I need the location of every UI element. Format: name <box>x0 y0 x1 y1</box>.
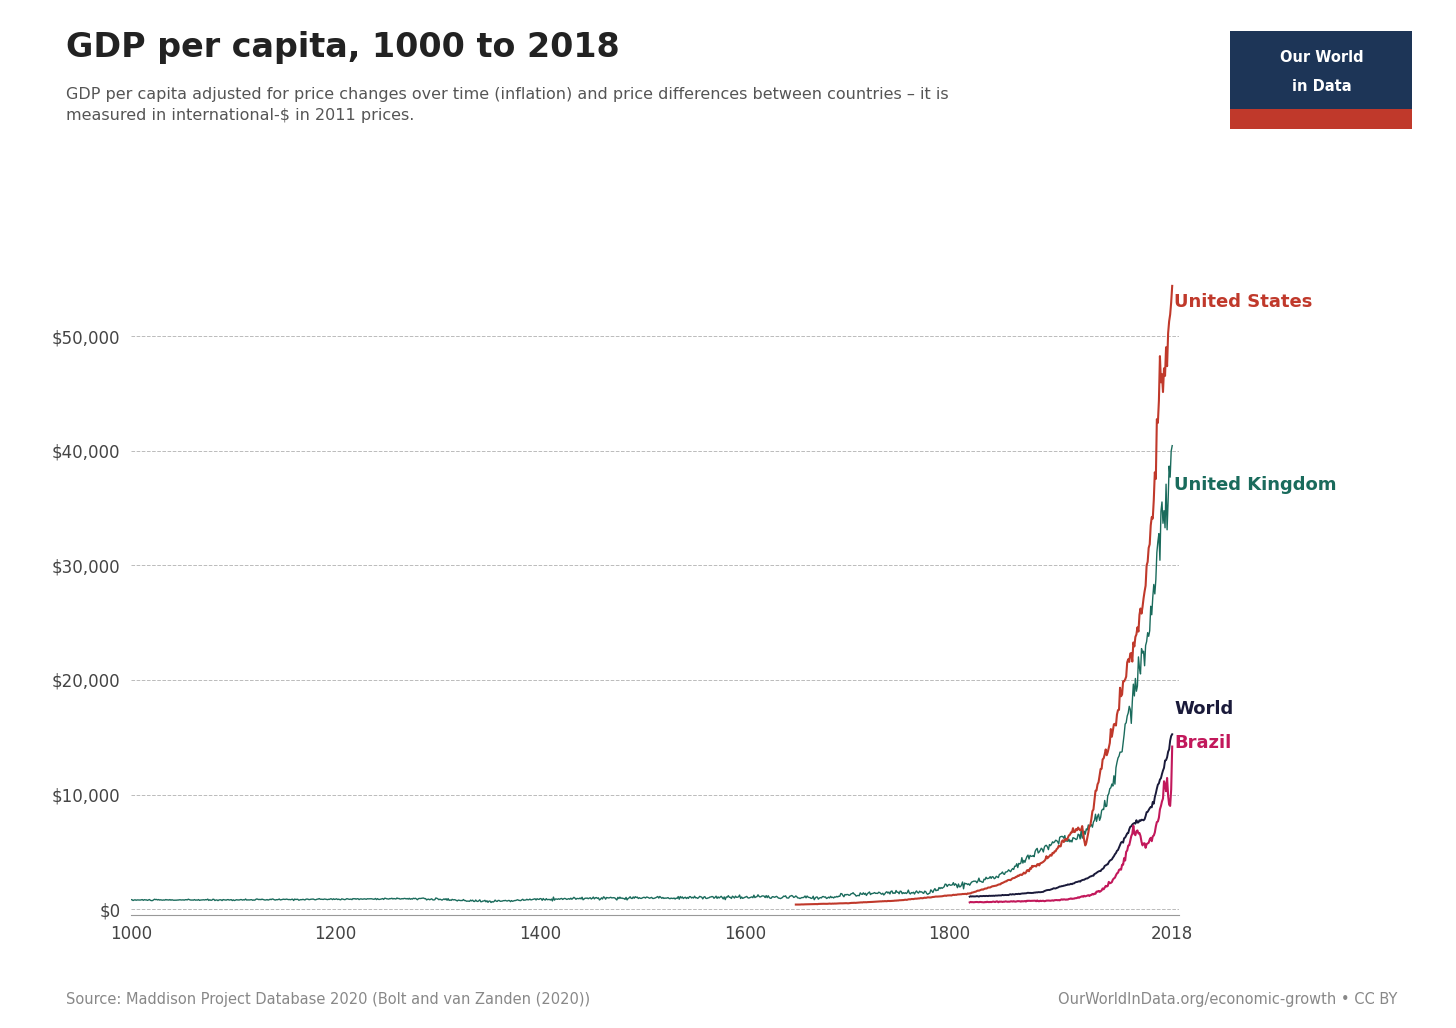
Text: Source: Maddison Project Database 2020 (Bolt and van Zanden (2020)): Source: Maddison Project Database 2020 (… <box>66 992 590 1007</box>
Bar <box>1230 109 1412 128</box>
Text: GDP per capita adjusted for price changes over time (inflation) and price differ: GDP per capita adjusted for price change… <box>66 87 948 123</box>
Text: GDP per capita, 1000 to 2018: GDP per capita, 1000 to 2018 <box>66 31 619 64</box>
Text: OurWorldInData.org/economic-growth • CC BY: OurWorldInData.org/economic-growth • CC … <box>1059 992 1398 1007</box>
Text: United States: United States <box>1174 293 1313 310</box>
Text: Brazil: Brazil <box>1174 734 1232 751</box>
Text: World: World <box>1174 700 1233 718</box>
Text: United Kingdom: United Kingdom <box>1174 476 1337 494</box>
Text: Our World: Our World <box>1280 49 1363 65</box>
Text: in Data: in Data <box>1291 79 1351 94</box>
